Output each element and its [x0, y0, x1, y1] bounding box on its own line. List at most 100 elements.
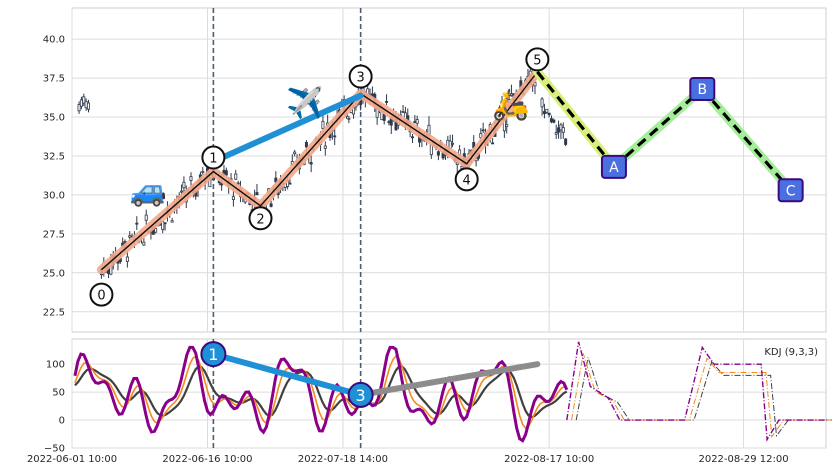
projection-dashed-line	[612, 87, 704, 169]
projection-label: A	[609, 160, 619, 176]
wave-label-circle	[89, 282, 114, 307]
wave-label: 3	[357, 71, 365, 86]
wave-label-circle	[248, 206, 273, 231]
x-tick-label: 2022-06-01 10:00	[27, 454, 117, 465]
kdj-y-tick-label: 0	[59, 416, 65, 427]
candle-body	[255, 192, 259, 196]
kdj-marker-circle	[347, 381, 374, 408]
price-y-tick-label: 25.0	[43, 268, 65, 279]
candle-body	[288, 182, 292, 185]
candle-body	[201, 171, 205, 173]
kdj-trend-lines	[210, 351, 541, 398]
candle-body	[429, 144, 433, 156]
candle-body	[77, 104, 81, 112]
candle-body	[545, 108, 549, 113]
projection-label-box	[600, 154, 627, 179]
price-y-tick-labels: 22.5 25.0 27.5 30.0 32.5 35.0 37.5 40.0	[43, 35, 65, 319]
candle-body	[79, 99, 83, 107]
kdj-y-tick-labels: −50 0 50 100	[44, 360, 65, 455]
candle-body	[323, 145, 327, 149]
candle-body	[413, 121, 417, 123]
candle-body	[542, 111, 546, 115]
airplane-icon: ✈️	[286, 84, 323, 121]
wave-label: 4	[463, 173, 471, 188]
candle-body	[557, 127, 561, 133]
candle-body	[170, 220, 174, 223]
candle-body	[304, 142, 308, 148]
price-y-tick-label: 35.0	[43, 113, 65, 124]
kdj-y-tick-label: 100	[46, 360, 65, 371]
candle-body	[540, 98, 544, 108]
candle-body	[561, 127, 565, 133]
wave-label: 5	[533, 53, 541, 68]
candle-body	[234, 173, 238, 180]
price-y-tick-label: 32.5	[43, 151, 65, 162]
car-icon: 🚙	[130, 173, 167, 208]
candle-body	[142, 241, 146, 246]
candle-body	[154, 228, 158, 233]
candle-body	[451, 142, 455, 145]
candle-body	[401, 111, 405, 113]
emoji-markers: 🚙 ✈️ 🛵	[130, 84, 530, 208]
candle-body	[163, 222, 167, 225]
x-tick-label: 2022-08-29 12:00	[698, 454, 788, 465]
price-y-tick-label: 37.5	[43, 74, 65, 85]
candle-body	[387, 121, 391, 123]
candle-body	[189, 176, 193, 181]
candle-body	[547, 112, 551, 116]
candle-body	[269, 203, 273, 207]
kdj-marker-label: 1	[208, 345, 218, 364]
candle-body	[549, 118, 553, 123]
candle-body	[347, 117, 351, 120]
projection-label-box	[777, 178, 804, 203]
kdj-markers: 13	[200, 341, 374, 408]
projection-label: C	[786, 183, 796, 199]
candle-body	[559, 124, 563, 131]
candle-body	[144, 214, 148, 221]
kdj-k-projection	[571, 353, 831, 439]
candle-body	[500, 101, 504, 109]
candle-body	[86, 102, 90, 110]
x-tick-label: 2022-07-18 14:00	[298, 454, 388, 465]
price-plot-area	[71, 7, 827, 333]
candle-body	[554, 132, 558, 135]
candle-body	[481, 129, 485, 132]
price-y-tick-label: 27.5	[43, 229, 65, 240]
candle-body	[82, 96, 86, 104]
elliott-wave-lines	[96, 67, 542, 275]
price-y-tick-label: 30.0	[43, 190, 65, 201]
kdj-gray-trend	[357, 361, 541, 398]
wave-labels: 0 1 2 3 4 5 A B C	[89, 47, 804, 307]
candle-body	[224, 170, 228, 176]
candle-body	[309, 162, 313, 165]
candle-body	[125, 256, 129, 262]
price-y-tick-label: 40.0	[43, 35, 65, 46]
wave-label-circle	[348, 64, 373, 89]
price-y-tick-label: 22.5	[43, 307, 65, 318]
candle-body	[517, 106, 521, 112]
x-tick-label: 2022-06-16 10:00	[162, 454, 252, 465]
wave-label-circle	[201, 145, 226, 170]
wave-label: 1	[209, 152, 217, 167]
projection-lines	[532, 67, 796, 195]
candle-body	[321, 120, 325, 129]
x-tick-labels: 2022-06-01 10:00 2022-06-16 10:00 2022-07-…	[27, 454, 789, 465]
candle-body	[479, 133, 483, 139]
candle-body	[491, 142, 495, 145]
impulse-trend-line	[210, 92, 364, 165]
candle-body	[385, 100, 389, 103]
kdj-y-tick-label: −50	[44, 444, 65, 455]
candle-body	[415, 119, 419, 124]
kdj-marker-label: 3	[356, 386, 366, 405]
candle-body	[231, 196, 235, 200]
price-panel: 22.5 25.0 27.5 30.0 32.5 35.0 37.5 40.0 🚙 ✈️ 🛵 0 1…	[43, 7, 827, 333]
wave-label-circle	[454, 167, 479, 192]
kdj-d-line	[74, 365, 568, 419]
scooter-icon: 🛵	[492, 88, 529, 123]
candle-body	[333, 135, 337, 138]
candle-body	[436, 151, 440, 156]
candle-body	[564, 138, 568, 145]
kdj-title: KDJ (9,3,3)	[764, 347, 818, 358]
price-gridlines	[71, 8, 826, 332]
